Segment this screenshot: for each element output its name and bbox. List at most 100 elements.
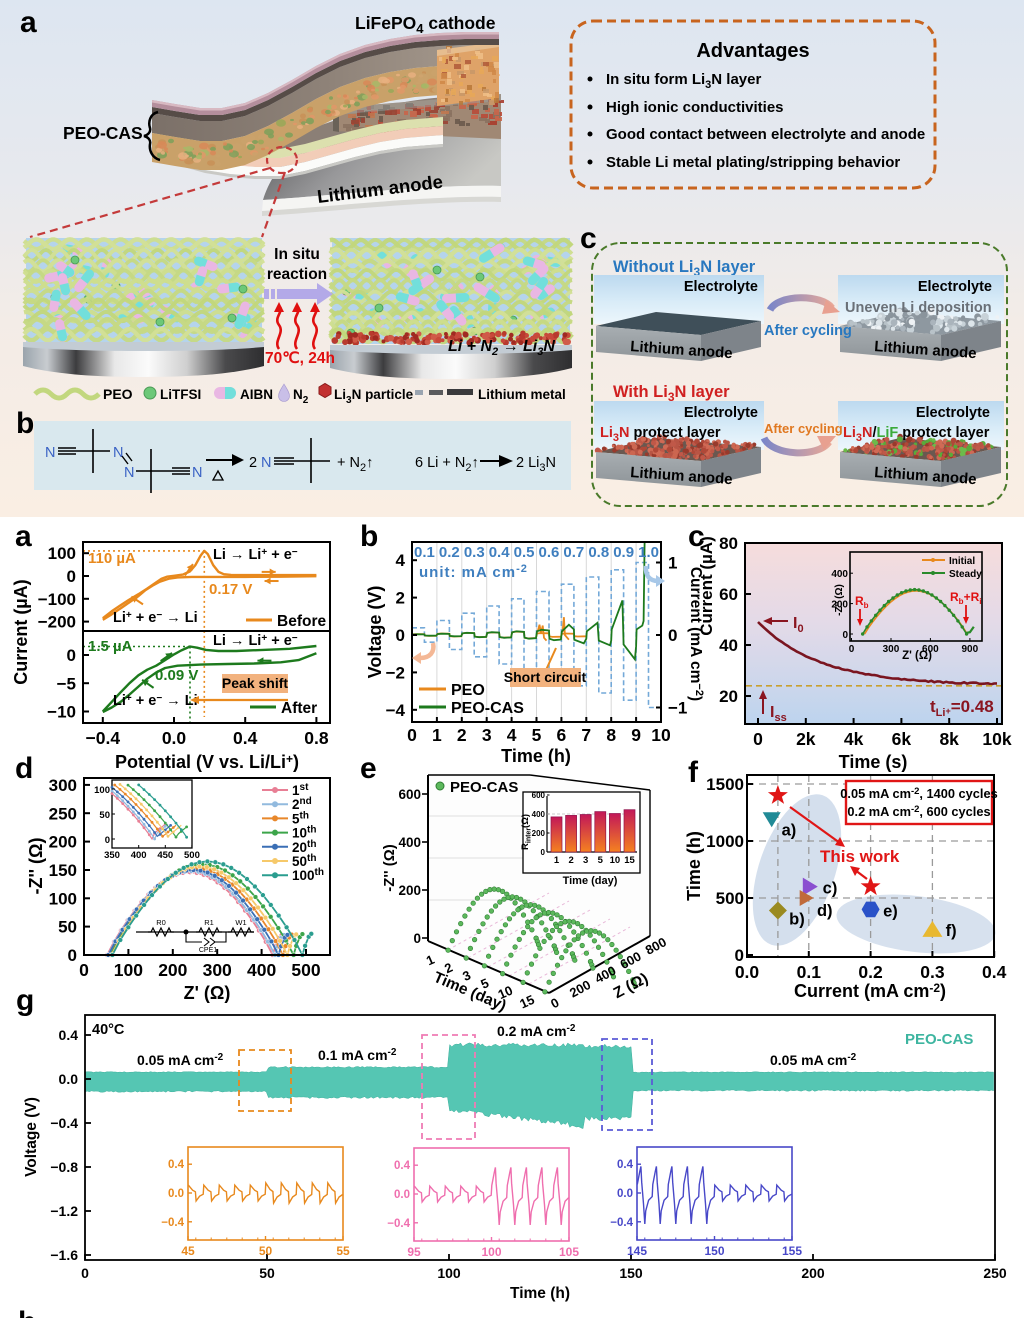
svg-text:0: 0 xyxy=(753,729,763,749)
svg-text:In situ form Li3N layer: In situ form Li3N layer xyxy=(606,71,761,91)
svg-text:155: 155 xyxy=(782,1244,802,1258)
svg-text:LiFePO4 cathode: LiFePO4 cathode xyxy=(355,13,496,36)
svg-text:−0.8: −0.8 xyxy=(50,1159,78,1175)
svg-text:I0: I0 xyxy=(793,615,804,635)
svg-text:0: 0 xyxy=(81,1265,89,1281)
svg-text:15: 15 xyxy=(517,992,536,1012)
svg-text:Steady: Steady xyxy=(949,569,982,580)
svg-text:400: 400 xyxy=(131,850,147,861)
svg-text:−0.4: −0.4 xyxy=(86,728,121,748)
svg-text:900: 900 xyxy=(962,644,979,655)
svg-text:5: 5 xyxy=(532,725,542,745)
svg-text:0.0: 0.0 xyxy=(394,1189,410,1201)
svg-text:200: 200 xyxy=(532,829,546,838)
svg-text:1: 1 xyxy=(668,554,677,573)
svg-text:-Z'' (Ω): -Z'' (Ω) xyxy=(381,844,398,891)
svg-text:PEO-CAS: PEO-CAS xyxy=(450,779,518,796)
svg-text:45: 45 xyxy=(181,1244,195,1258)
svg-text:Potential (V vs. Li/Li+): Potential (V vs. Li/Li+) xyxy=(115,752,299,772)
svg-text:400: 400 xyxy=(532,810,546,819)
svg-text:−0.4: −0.4 xyxy=(50,1115,78,1131)
svg-text:g: g xyxy=(16,984,34,1017)
svg-text:250: 250 xyxy=(983,1265,1007,1281)
svg-text:400: 400 xyxy=(831,569,848,580)
svg-text:a: a xyxy=(15,520,32,553)
svg-text:Electrolyte: Electrolyte xyxy=(918,279,992,295)
svg-text:55: 55 xyxy=(336,1244,350,1258)
svg-text:200: 200 xyxy=(831,600,848,611)
svg-text:LiTFSI: LiTFSI xyxy=(160,387,201,402)
svg-text:100: 100 xyxy=(49,889,77,908)
svg-text:−100: −100 xyxy=(38,590,76,609)
svg-text:PEO: PEO xyxy=(451,682,485,699)
svg-text:50: 50 xyxy=(99,810,110,821)
svg-text:c: c xyxy=(688,520,705,553)
svg-text:1500: 1500 xyxy=(706,775,744,794)
svg-text:−1: −1 xyxy=(668,699,687,718)
svg-text:After: After xyxy=(281,700,317,717)
svg-text:0.2 mA cm-2, 600 cycles: 0.2 mA cm-2, 600 cycles xyxy=(847,804,990,819)
svg-text:PEO-CAS: PEO-CAS xyxy=(905,1031,973,1048)
svg-text:2: 2 xyxy=(457,725,467,745)
svg-text:0.0: 0.0 xyxy=(617,1188,633,1200)
svg-text:200: 200 xyxy=(158,960,187,980)
svg-text:b: b xyxy=(360,520,378,553)
svg-text:50: 50 xyxy=(259,1265,275,1281)
svg-text:40: 40 xyxy=(719,636,738,655)
svg-text:d): d) xyxy=(817,902,833,920)
svg-text:0.09 V: 0.09 V xyxy=(155,667,198,684)
svg-text:10: 10 xyxy=(610,855,621,866)
svg-text:0: 0 xyxy=(67,567,76,586)
svg-text:−10: −10 xyxy=(47,703,76,722)
svg-text:a: a xyxy=(20,6,37,39)
svg-text:400: 400 xyxy=(247,960,276,980)
svg-text:0: 0 xyxy=(735,946,744,965)
svg-text:1000: 1000 xyxy=(706,832,744,851)
svg-text:With Li3N layer: With Li3N layer xyxy=(613,383,730,404)
svg-text:300: 300 xyxy=(49,776,77,795)
svg-text:f): f) xyxy=(946,922,957,940)
svg-text:Current (mA cm-2): Current (mA cm-2) xyxy=(794,981,946,1001)
svg-text:0: 0 xyxy=(849,644,855,655)
svg-text:100: 100 xyxy=(114,960,143,980)
svg-text:Advantages: Advantages xyxy=(696,40,809,62)
svg-text:Li3N protect layer: Li3N protect layer xyxy=(600,425,721,444)
svg-text:Good contact between electroly: Good contact between electrolyte and ano… xyxy=(606,126,925,143)
svg-text:100: 100 xyxy=(437,1265,461,1281)
svg-text:a): a) xyxy=(782,821,797,839)
svg-text:−1.6: −1.6 xyxy=(50,1247,78,1263)
svg-text:0.05 mA cm-2, 1400 cycles: 0.05 mA cm-2, 1400 cycles xyxy=(840,786,997,801)
svg-text:Z' (Ω): Z' (Ω) xyxy=(184,983,231,1003)
svg-text:0.3: 0.3 xyxy=(920,962,945,982)
svg-text:3: 3 xyxy=(583,855,588,866)
svg-text:Li+ + e− → Li: Li+ + e− → Li xyxy=(113,693,198,709)
svg-text:Time (day): Time (day) xyxy=(563,875,618,887)
svg-text:Short circuit: Short circuit xyxy=(504,669,587,685)
svg-text:4: 4 xyxy=(396,551,406,570)
svg-text:500: 500 xyxy=(291,960,320,980)
svg-text:PEO-CAS: PEO-CAS xyxy=(451,700,524,717)
svg-text:0.8: 0.8 xyxy=(304,728,329,748)
svg-text:80: 80 xyxy=(719,534,738,553)
svg-text:Time (h): Time (h) xyxy=(510,1285,570,1302)
svg-text:0.9: 0.9 xyxy=(613,544,634,561)
svg-text:500: 500 xyxy=(184,850,200,861)
svg-text:e): e) xyxy=(883,902,898,920)
svg-text:350: 350 xyxy=(104,850,120,861)
svg-text:W1: W1 xyxy=(235,918,246,927)
svg-text:R0: R0 xyxy=(156,918,166,927)
svg-text:2: 2 xyxy=(396,589,405,608)
svg-text:This work: This work xyxy=(820,847,900,866)
svg-text:−200: −200 xyxy=(38,613,76,632)
svg-text:0.17 V: 0.17 V xyxy=(209,581,252,598)
svg-text:Before: Before xyxy=(277,613,326,630)
svg-text:2: 2 xyxy=(249,455,257,471)
svg-text:0.1: 0.1 xyxy=(414,544,435,561)
svg-text:0.8: 0.8 xyxy=(588,544,609,561)
svg-text:Time (h): Time (h) xyxy=(684,831,704,901)
svg-text:High ionic conductivities: High ionic conductivities xyxy=(606,99,784,116)
svg-text:PEO-CAS: PEO-CAS xyxy=(63,123,143,143)
svg-text:105: 105 xyxy=(559,1245,579,1259)
svg-text:0.2: 0.2 xyxy=(439,544,460,561)
svg-text:2 Li3N: 2 Li3N xyxy=(516,455,556,474)
